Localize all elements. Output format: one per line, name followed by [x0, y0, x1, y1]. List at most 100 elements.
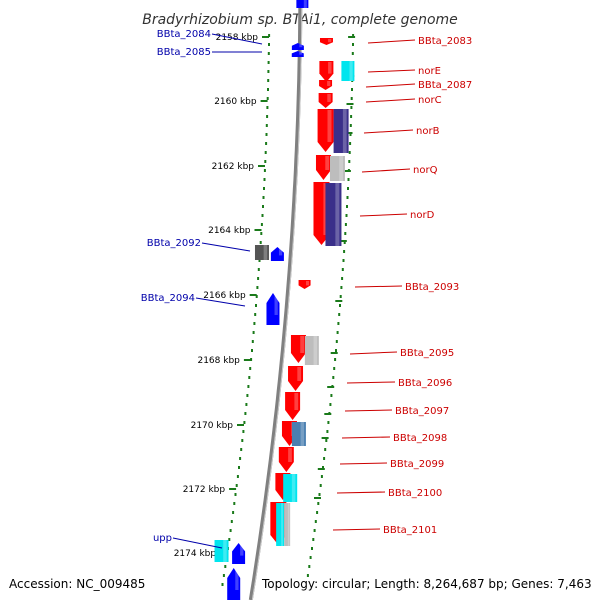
inner-scale-dot [230, 520, 233, 523]
forward-label-line [346, 381, 396, 384]
outer-scale-dot [323, 457, 326, 460]
forward-gene-label: BBta_2099 [390, 459, 444, 470]
inner-scale-dot [250, 358, 253, 361]
gene-box-grey [329, 156, 345, 181]
inner-scale-dot [268, 43, 270, 46]
outer-scale-dot [348, 151, 351, 154]
gene-box-navy-shade [335, 183, 340, 246]
outer-scale-dot [351, 52, 354, 55]
inner-scale-dot [267, 52, 270, 55]
reverse-label-line [211, 33, 263, 45]
outer-scale-dot [319, 484, 322, 487]
kbp-tick-mark [243, 359, 251, 361]
gene-arrow-forward [278, 447, 294, 472]
inner-scale-dot [255, 304, 257, 307]
inner-scale-dot [268, 34, 271, 37]
gene-box-grey-shade [339, 156, 344, 181]
kbp-tick-label: 2166 kbp [203, 291, 246, 301]
reverse-gene-label: BBta_2092 [147, 238, 201, 249]
gene-box-cyan [341, 61, 355, 81]
outer-scale-dot [339, 295, 342, 298]
gene-box-blue-shade [303, 0, 307, 8]
inner-scale-dot [243, 421, 246, 424]
inner-scale-dot [248, 376, 251, 379]
inner-scale-dot [238, 466, 240, 469]
inner-scale-dot [233, 502, 236, 505]
inner-scale-dot [245, 403, 248, 406]
inner-scale-dot [261, 214, 264, 217]
forward-label-line [363, 129, 414, 134]
gene-box-cyan [214, 540, 229, 562]
outer-scale-dot [335, 340, 338, 343]
inner-scale-dot [260, 232, 263, 235]
inner-scale-dot [242, 430, 245, 433]
inner-scale-dot [221, 583, 224, 586]
backbone-layer [248, 0, 303, 600]
outer-scale-tick [346, 103, 354, 105]
inner-scale-dot [265, 133, 268, 136]
outer-scale-dot [352, 43, 354, 46]
inner-scale-dot [222, 574, 225, 577]
outer-scale-tick [335, 300, 343, 302]
inner-scale-dot [267, 70, 270, 73]
forward-label-line [367, 39, 416, 44]
gene-box-navy [325, 183, 342, 246]
gene-box-navy-shade [342, 109, 347, 153]
forward-gene-label: BBta_2087 [418, 80, 472, 91]
gene-arrow-forward [298, 280, 311, 289]
outer-scale-tick [343, 170, 351, 172]
gene-box-cyan-shade [281, 503, 284, 546]
gene-arrow-forward-shade [328, 62, 332, 74]
gene-box-grey [304, 336, 319, 365]
inner-scale-dot [244, 412, 247, 415]
kbp-tick-label: 2172 kbp [183, 485, 226, 495]
gene-arrow-reverse [266, 293, 280, 325]
gene-arrow-reverse-shade [278, 248, 283, 256]
outer-scale-dot [325, 439, 328, 442]
gene-arrow-forward-shade [323, 183, 328, 235]
forward-label-line [349, 351, 398, 355]
kbp-tick-label: 2170 kbp [191, 421, 234, 431]
outer-scale-dot [346, 196, 349, 199]
forward-label-line [354, 285, 403, 288]
gene-arrow-forward [319, 61, 334, 82]
inner-scale-dot [260, 223, 263, 226]
kbp-tick-label: 2160 kbp [214, 97, 257, 107]
gene-box-steel [291, 422, 306, 446]
inner-scale-dot [235, 484, 238, 487]
inner-scale-dot [253, 322, 256, 325]
inner-scale-dot [264, 151, 267, 154]
outer-scale-dot [335, 349, 337, 352]
kbp-tick-mark [254, 229, 262, 231]
gene-arrow-forward-shade [325, 156, 330, 170]
inner-scale-dot [262, 205, 264, 208]
outer-scale-dot [339, 304, 341, 307]
outer-scale-dot [336, 331, 339, 334]
gene-box-cyan [276, 503, 285, 546]
forward-gene-label: BBta_2096 [398, 378, 452, 389]
outer-scale-dot [317, 502, 320, 505]
gene-arrow-forward [285, 392, 301, 420]
inner-scale-dot [263, 178, 266, 181]
inner-scale-dot [224, 565, 227, 568]
kbp-tick-label: 2162 kbp [212, 162, 255, 172]
inner-scale-dot [247, 385, 250, 388]
backbone-highlight [251, 0, 303, 600]
outer-scale-dot [346, 205, 348, 208]
outer-scale-dot [344, 232, 347, 235]
inner-scale-dot [264, 160, 267, 163]
reverse-gene-label: BBta_2094 [141, 293, 195, 304]
forward-gene-label: BBta_2097 [395, 406, 449, 417]
gene-arrow-forward-shade [327, 110, 332, 142]
outer-scale-tick [314, 497, 321, 499]
outer-scale-dot [349, 142, 352, 145]
gene-arrow-forward-shade [328, 39, 332, 43]
gene-box-darkgrey-shade [263, 245, 268, 260]
forward-gene-label: norQ [413, 165, 438, 176]
label-layer: BBta_2083 norE BBta_2087 norC norB norQ norD BB… [141, 29, 472, 549]
forward-gene-label: BBta_2083 [418, 36, 472, 47]
outer-scale-tick [348, 36, 356, 38]
outer-scale-dot [330, 394, 333, 397]
gene-arrow-forward-shade [327, 94, 331, 102]
